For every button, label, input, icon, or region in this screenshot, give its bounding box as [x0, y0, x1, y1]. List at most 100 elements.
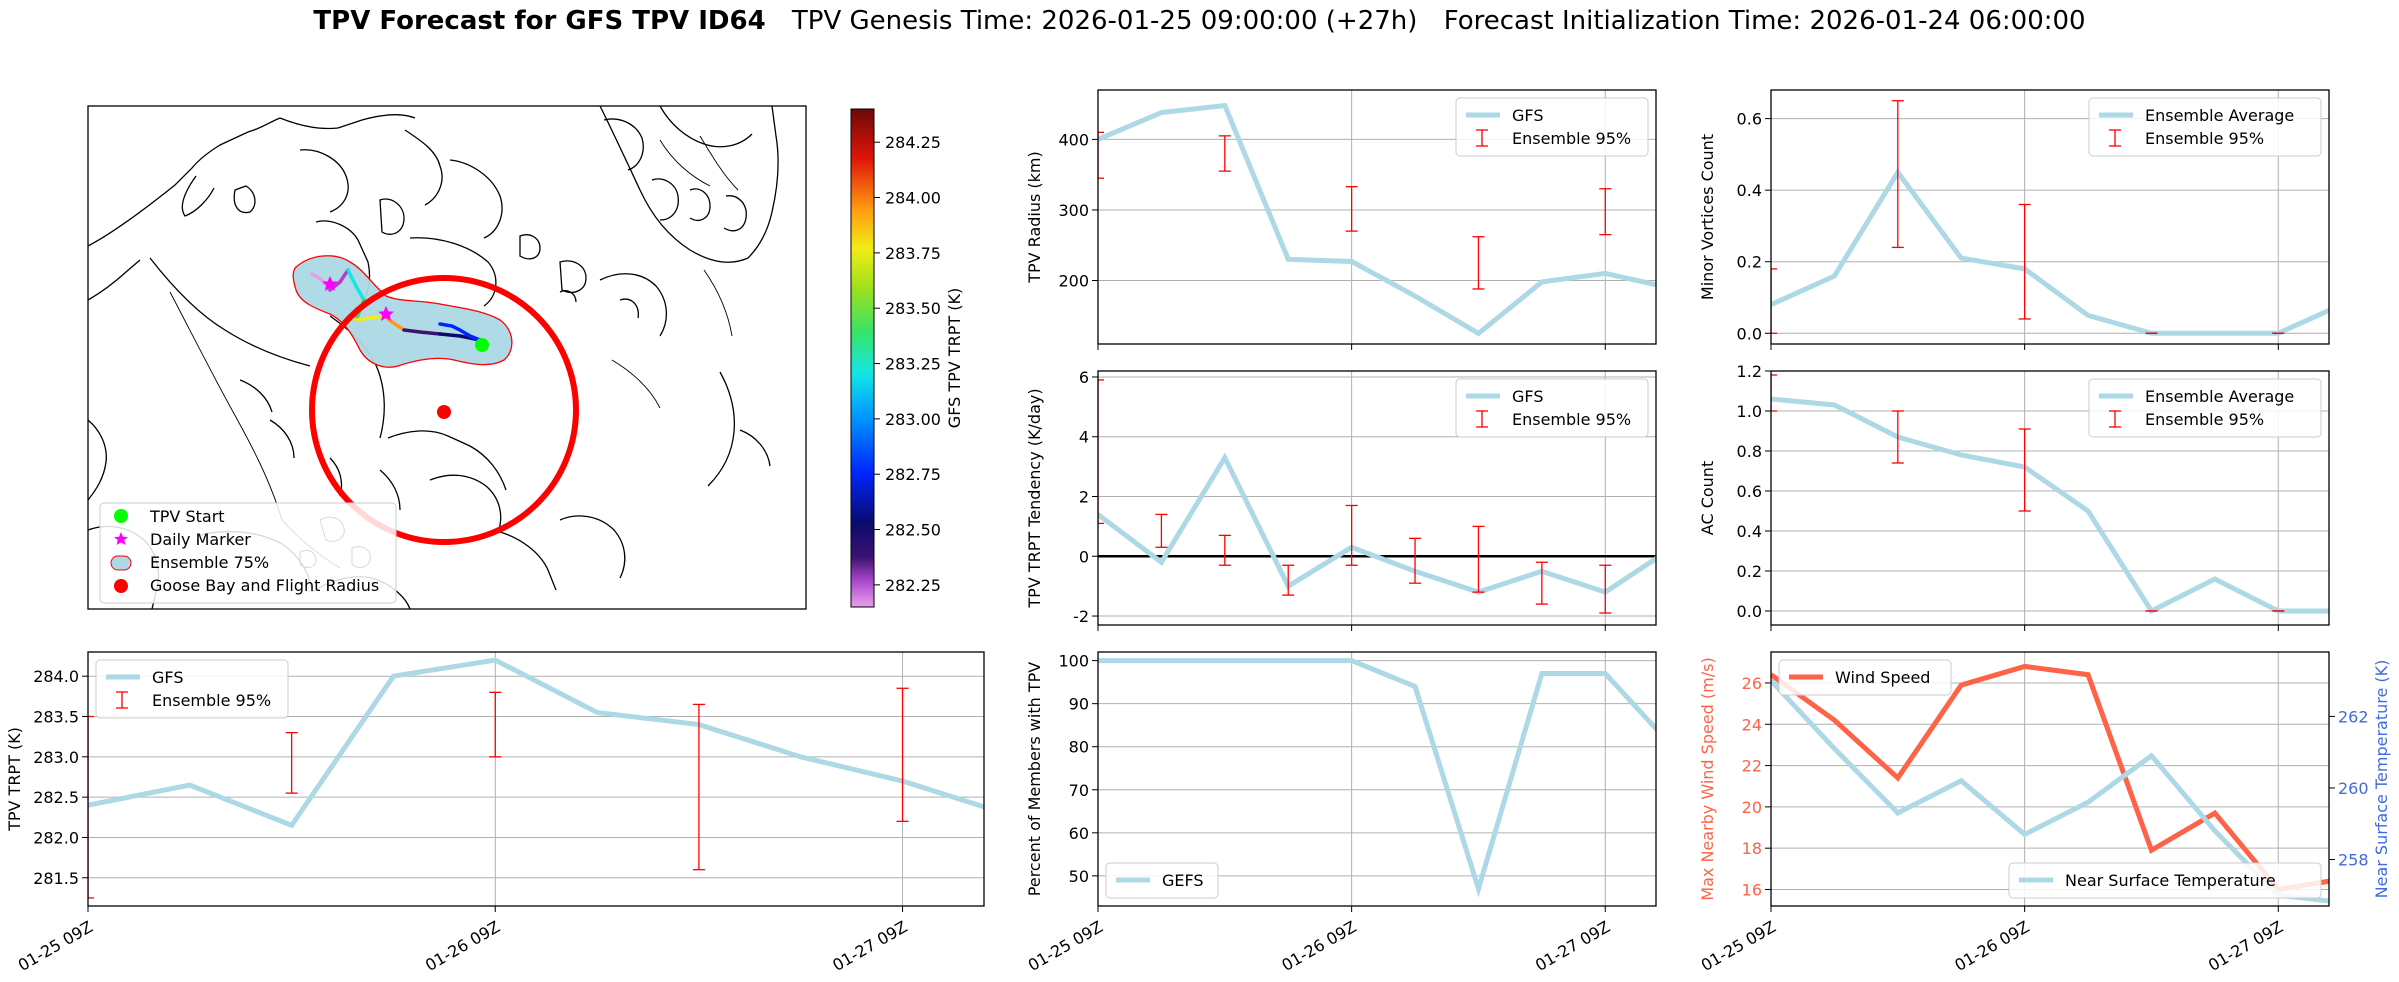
- ensemble-95-errorbar: [1891, 410, 1904, 464]
- legend-label: Ensemble 95%: [1512, 410, 1631, 429]
- y-tick-label: 18: [1742, 839, 1762, 858]
- ensemble-95-errorbar: [1663, 482, 1675, 605]
- y-tick-label: 0.6: [1737, 110, 1762, 129]
- legend-label: GFS: [152, 668, 183, 687]
- y-right-tick-label: 258: [2338, 850, 2369, 869]
- chart-legend: GFS Ensemble 95%: [1455, 97, 1649, 157]
- colorbar-tick-label: 283.00: [885, 410, 941, 429]
- legend-errorbar-icon: [2109, 410, 2121, 428]
- series-line-gefs: [1098, 658, 1656, 898]
- legend-label: GFS: [1512, 106, 1543, 125]
- x-tick-label: 01-25 09Z: [1698, 917, 1779, 975]
- y-axis-label: TPV TRPT Tendency (K/day): [1025, 388, 1044, 608]
- y-tick-label: 0.2: [1737, 562, 1762, 581]
- map-frame: [87, 105, 807, 610]
- legend-errorbar-icon: [1476, 410, 1488, 428]
- y-axis-label: TPV Radius (km): [1025, 151, 1044, 284]
- y-right-tick-label: 262: [2338, 707, 2369, 726]
- y-tick-label: 0.8: [1737, 442, 1762, 461]
- y-tick-label: 282.0: [33, 828, 79, 847]
- legend-goose-bay-icon: [114, 579, 128, 593]
- legend-box: [2088, 97, 2322, 157]
- legend-ensemble-75: Ensemble 75%: [150, 553, 269, 572]
- y-tick-label: 284.0: [33, 667, 79, 686]
- series-line-gfs: [88, 657, 984, 829]
- y-axis-label: Percent of Members with TPV: [1025, 662, 1044, 896]
- y-tick-label: 50: [1069, 867, 1089, 886]
- y-tick-label: 1.2: [1737, 362, 1762, 381]
- panel-minor: 0.0 0.2 0.4 0.6 Minor Vortices Count Ensemble…: [1698, 89, 2330, 350]
- colorbar-tick-label: 284.00: [885, 189, 941, 208]
- legend-daily-marker: Daily Marker: [150, 530, 251, 549]
- y-tick-label: 0.0: [1737, 324, 1762, 343]
- ensemble-95-errorbar: [1891, 100, 1904, 249]
- ensemble-95-errorbar: [1409, 537, 1422, 584]
- colorbar: 282.25 282.50 282.75 283.00 283.25 283.50 283.…: [850, 108, 964, 608]
- daily-markers: [322, 276, 394, 321]
- figure-title: TPV Forecast for GFS TPV ID64 TPV Genesi…: [0, 6, 2399, 36]
- colorbar-tick-label: 283.75: [885, 244, 941, 263]
- legend-tpv-start: TPV Start: [149, 507, 225, 526]
- y-tick-label: 20: [1742, 798, 1762, 817]
- y-tick-label: 60: [1069, 824, 1089, 843]
- axes-frame: [1770, 651, 2330, 907]
- chart-legend: Ensemble Average Ensemble 95%: [2088, 97, 2322, 157]
- ensemble-95-errorbar: [88, 715, 94, 899]
- x-tick-label: 01-27 09Z: [829, 917, 910, 975]
- legend-errorbar-icon: [2109, 129, 2121, 147]
- axes-frame: [1770, 370, 2330, 626]
- legend-label: Ensemble Average: [2145, 106, 2294, 125]
- y-tick-label: 26: [1742, 674, 1762, 693]
- y-tick-label: 0.0: [1737, 602, 1762, 621]
- ensemble-95-errorbar: [1098, 379, 1104, 525]
- legend-label: Ensemble Average: [2145, 387, 2294, 406]
- chart-legend: GFS Ensemble 95%: [95, 659, 289, 719]
- legend-label: Near Surface Temperature: [2065, 871, 2276, 890]
- colorbar-tick-label: 282.50: [885, 521, 941, 540]
- legend-label: GEFS: [1162, 871, 1204, 890]
- y-tick-label: 300: [1058, 201, 1089, 220]
- ensemble-95-errorbar: [2018, 203, 2031, 320]
- goose-bay-marker: [437, 405, 451, 419]
- legend-start-icon: [114, 509, 128, 523]
- legend-label: Ensemble 95%: [2145, 129, 2264, 148]
- colorbar-ticks: 282.25 282.50 282.75 283.00 283.25 283.50 283.…: [874, 133, 941, 595]
- axes-frame: [87, 651, 985, 907]
- ensemble-95-errorbar: [2018, 428, 2031, 512]
- legend-errorbar-icon: [116, 691, 128, 709]
- series-line-gfs: [1098, 452, 1656, 595]
- ensemble-95-errorbar: [1155, 513, 1168, 548]
- y-axis-label: Max Nearby Wind Speed (m/s): [1698, 657, 1717, 900]
- panel-radius: 200 300 400 TPV Radius (km) GFS Ensemble 95%: [1025, 89, 1657, 350]
- y-tick-label: 283.5: [33, 708, 79, 727]
- ensemble-95-errorbar: [692, 703, 705, 871]
- x-tick-label: 01-25 09Z: [1025, 917, 1106, 975]
- y-tick-label: 200: [1058, 272, 1089, 291]
- ensemble-95-errorbar: [489, 691, 502, 758]
- tpv-start-marker: [475, 338, 489, 352]
- ensemble-95-errorbar: [285, 731, 298, 794]
- title-tpv-id: TPV Forecast for GFS TPV ID64: [313, 6, 766, 36]
- title-init-time: Forecast Initialization Time: 2026-01-24…: [1443, 6, 2086, 36]
- axes-frame: [1770, 89, 2330, 345]
- y-tick-label: 16: [1742, 880, 1762, 899]
- plot-area: [1098, 658, 1656, 898]
- legend-goose-bay: Goose Bay and Flight Radius: [150, 576, 379, 595]
- colorbar-fill: [850, 108, 875, 608]
- panel-tendency: -2 0 2 4 6 TPV TRPT Tendency (K/day) GFS Ensemb…: [1025, 368, 1675, 631]
- series-line-ensemble-average: [1771, 167, 2329, 336]
- colorbar-label: GFS TPV TRPT (K): [945, 288, 964, 428]
- colorbar-tick-label: 283.50: [885, 299, 941, 318]
- y-tick-label: 0: [1079, 547, 1089, 566]
- ensemble-95-errorbar: [1218, 135, 1231, 172]
- legend-label: Wind Speed: [1835, 668, 1930, 687]
- daily-marker-star: [322, 276, 338, 291]
- chart-legend: Ensemble Average Ensemble 95%: [2088, 378, 2322, 438]
- y-right-tick-label: 260: [2338, 779, 2369, 798]
- plot-area: [1771, 100, 2329, 336]
- legend-box: [1455, 97, 1649, 157]
- axes-frame: [1097, 89, 1657, 345]
- y-tick-label: 80: [1069, 738, 1089, 757]
- axes-frame: [1097, 651, 1657, 907]
- legend-label: Ensemble 95%: [152, 691, 271, 710]
